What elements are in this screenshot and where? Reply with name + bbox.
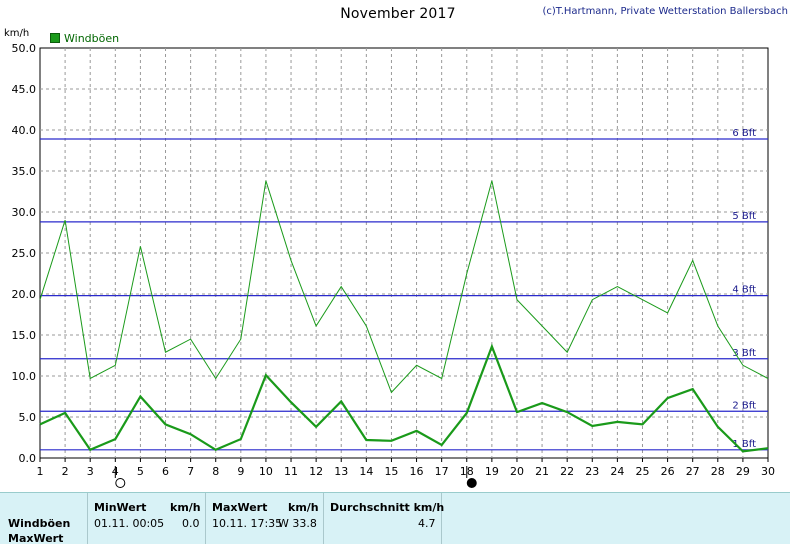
beaufort-label: 3 Bft bbox=[732, 348, 756, 359]
x-tick-label: 26 bbox=[661, 465, 675, 478]
x-tick-label: 13 bbox=[334, 465, 348, 478]
x-tick-label: 15 bbox=[384, 465, 398, 478]
max-unit: km/h bbox=[288, 501, 319, 514]
x-tick-label: 11 bbox=[284, 465, 298, 478]
x-tick-label: 24 bbox=[610, 465, 624, 478]
row-label-windboeen: Windböen bbox=[8, 517, 71, 530]
legend: Windböen bbox=[50, 31, 120, 45]
y-tick-label: 10.0 bbox=[12, 370, 37, 383]
x-tick-label: 9 bbox=[237, 465, 244, 478]
beaufort-label: 1 Bft bbox=[732, 439, 756, 450]
stats-min-cell: MinWert km/h 01.11. 00:05 0.0 bbox=[88, 493, 206, 544]
x-tick-label: 30 bbox=[761, 465, 775, 478]
legend-swatch bbox=[50, 33, 60, 43]
x-tick-label: 10 bbox=[259, 465, 273, 478]
x-tick-label: 5 bbox=[137, 465, 144, 478]
avg-header: Durchschnitt km/h bbox=[330, 501, 445, 514]
min-value: 0.0 bbox=[182, 517, 200, 530]
beaufort-label: 6 Bft bbox=[732, 128, 756, 139]
x-tick-label: 8 bbox=[212, 465, 219, 478]
x-tick-label: 22 bbox=[560, 465, 574, 478]
y-tick-label: 20.0 bbox=[12, 288, 37, 301]
new-moon-icon bbox=[466, 478, 477, 488]
max-header: MaxWert bbox=[212, 501, 268, 514]
series-line-max bbox=[39, 180, 769, 394]
series-line-mean bbox=[39, 343, 769, 453]
x-tick-label: 3 bbox=[87, 465, 94, 478]
beaufort-label: 2 Bft bbox=[732, 400, 756, 411]
x-tick-label: 29 bbox=[736, 465, 750, 478]
x-tick-label: 12 bbox=[309, 465, 323, 478]
x-tick-label: 16 bbox=[410, 465, 424, 478]
x-tick-label: 20 bbox=[510, 465, 524, 478]
y-tick-label: 25.0 bbox=[12, 247, 37, 260]
legend-label: Windböen bbox=[64, 31, 120, 45]
wind-gust-chart: 0.0 5.0 10.0 15.0 20.0 25.0 30.0 35.0 40.0 45.0 50… bbox=[12, 42, 775, 488]
x-tick-label: 19 bbox=[485, 465, 499, 478]
beaufort-label: 4 Bft bbox=[732, 285, 756, 296]
stats-label-cell: Windböen MaxWert bbox=[0, 493, 88, 545]
x-tick-label: 17 bbox=[435, 465, 449, 478]
min-time: 01.11. 00:05 bbox=[94, 517, 165, 530]
stats-table: Windböen MaxWert MinWert km/h 01.11. 00:… bbox=[0, 492, 790, 545]
y-tick-label: 30.0 bbox=[12, 206, 37, 219]
y-tick-label: 50.0 bbox=[12, 42, 37, 55]
x-tick-label: 21 bbox=[535, 465, 549, 478]
x-tick-label: 2 bbox=[62, 465, 69, 478]
y-tick-label: 40.0 bbox=[12, 124, 37, 137]
beaufort-label: 5 Bft bbox=[732, 211, 756, 222]
y-axis-unit: km/h bbox=[4, 28, 30, 39]
y-tick-label: 35.0 bbox=[12, 165, 37, 178]
row-label-maxwert: MaxWert bbox=[8, 532, 64, 545]
y-tick-label: 5.0 bbox=[19, 411, 37, 424]
y-tick-label: 0.0 bbox=[19, 452, 37, 465]
x-tick-label: 1 bbox=[37, 465, 44, 478]
credit-text: (c)T.Hartmann, Private Wetterstation Bal… bbox=[542, 6, 788, 17]
min-unit: km/h bbox=[170, 501, 201, 514]
stats-max-cell: MaxWert km/h 10.11. 17:35 W 33.8 bbox=[206, 493, 324, 544]
y-tick-label: 15.0 bbox=[12, 329, 37, 342]
y-tick-label: 45.0 bbox=[12, 83, 37, 96]
x-tick-label: 7 bbox=[187, 465, 194, 478]
x-tick-label: 25 bbox=[635, 465, 649, 478]
max-value: W 33.8 bbox=[278, 517, 317, 530]
x-tick-label: 23 bbox=[585, 465, 599, 478]
x-tick-label: 6 bbox=[162, 465, 169, 478]
avg-value: 4.7 bbox=[418, 517, 436, 530]
x-tick-label: 27 bbox=[686, 465, 700, 478]
max-time: 10.11. 17:35 bbox=[212, 517, 283, 530]
chart-title: November 2017 bbox=[340, 6, 456, 22]
x-tick-label: 28 bbox=[711, 465, 725, 478]
min-header: MinWert bbox=[94, 501, 147, 514]
full-moon-icon bbox=[115, 478, 126, 488]
stats-avg-cell: Durchschnitt km/h 4.7 bbox=[324, 493, 445, 544]
x-tick-label: 14 bbox=[359, 465, 373, 478]
